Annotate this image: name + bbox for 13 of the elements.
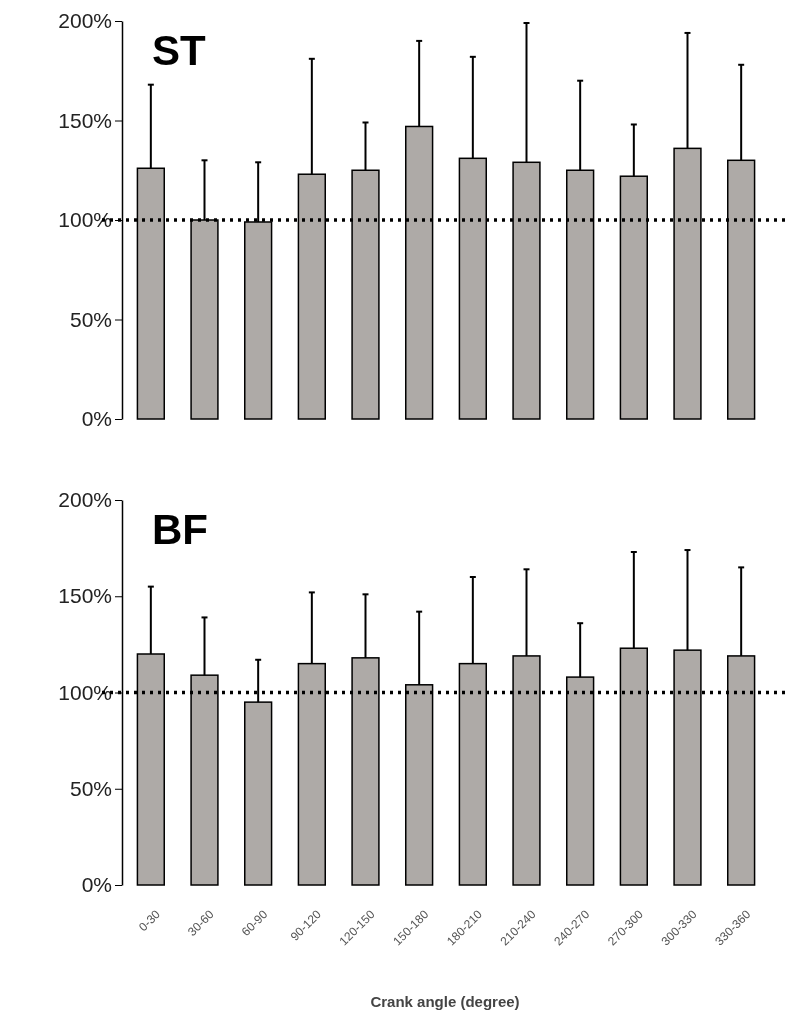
y-tick-label: 50% (69, 307, 112, 331)
y-tick-label: 100% (58, 680, 112, 704)
y-tick-label: 0% (81, 407, 112, 431)
y-tick-label: 50% (69, 776, 112, 800)
y-tick-label: 100% (58, 208, 112, 232)
chart-title: BF (152, 506, 208, 553)
y-tick-label: 150% (58, 108, 112, 132)
y-tick-label: 200% (58, 9, 112, 33)
x-axis-title: Crank angle (degree) (370, 993, 520, 1010)
y-tick-label: 0% (81, 873, 112, 897)
y-tick-label: 150% (58, 584, 112, 608)
chart-title: ST (152, 27, 207, 74)
y-tick-label: 200% (58, 488, 112, 512)
